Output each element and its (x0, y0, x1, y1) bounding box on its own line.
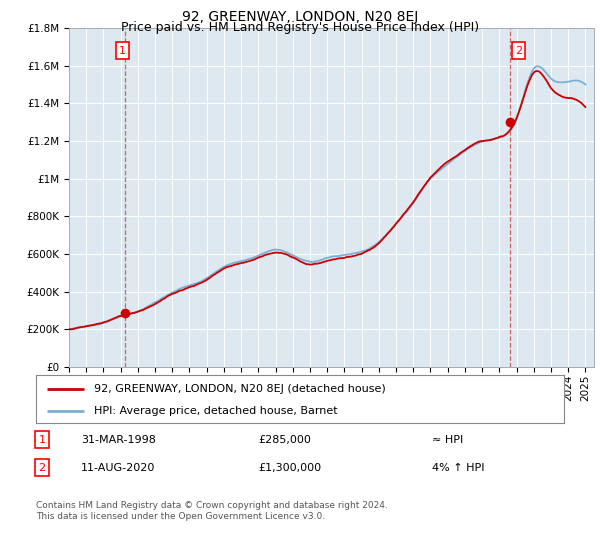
Text: 1: 1 (119, 45, 126, 55)
Text: 2: 2 (515, 45, 522, 55)
Text: £1,300,000: £1,300,000 (258, 463, 321, 473)
Text: 1: 1 (38, 435, 46, 445)
Text: 4% ↑ HPI: 4% ↑ HPI (432, 463, 485, 473)
Text: 11-AUG-2020: 11-AUG-2020 (81, 463, 155, 473)
Text: £285,000: £285,000 (258, 435, 311, 445)
Text: HPI: Average price, detached house, Barnet: HPI: Average price, detached house, Barn… (94, 406, 338, 416)
Text: Contains HM Land Registry data © Crown copyright and database right 2024.
This d: Contains HM Land Registry data © Crown c… (36, 501, 388, 521)
Text: 2: 2 (38, 463, 46, 473)
Text: 92, GREENWAY, LONDON, N20 8EJ (detached house): 92, GREENWAY, LONDON, N20 8EJ (detached … (94, 384, 386, 394)
Text: 92, GREENWAY, LONDON, N20 8EJ: 92, GREENWAY, LONDON, N20 8EJ (182, 10, 418, 24)
Text: 31-MAR-1998: 31-MAR-1998 (81, 435, 156, 445)
Text: ≈ HPI: ≈ HPI (432, 435, 463, 445)
Text: Price paid vs. HM Land Registry's House Price Index (HPI): Price paid vs. HM Land Registry's House … (121, 21, 479, 34)
